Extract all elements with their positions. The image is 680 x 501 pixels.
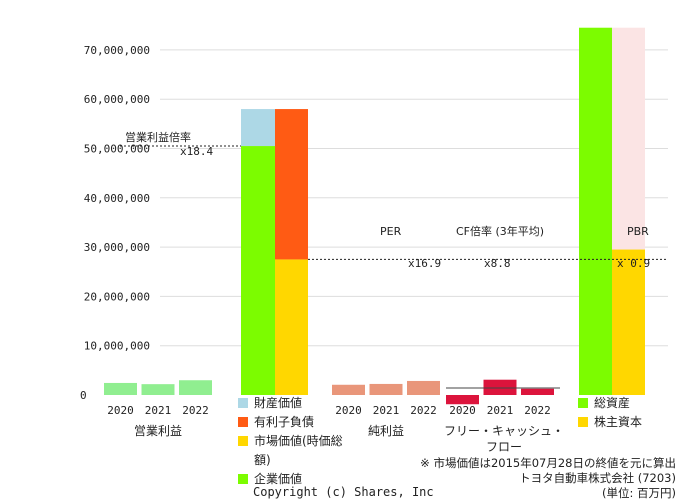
group-label: 純利益 [368, 424, 404, 438]
valuation-legend-item: 企業価値 [238, 470, 353, 489]
bar-market-value [275, 259, 308, 395]
legend-label: 企業価値 [254, 472, 303, 486]
valuation-legend-item: 財産価値 [238, 394, 353, 413]
legend-left: 財産価値有利子負債市場価値(時価総額) 企業価値 [238, 394, 353, 489]
y-tick-label: 40,000,000 [84, 192, 150, 205]
bar-interest-bearing-debt [275, 109, 308, 260]
x-tick-label: 2020 [107, 404, 134, 417]
op-multiple-value: x18.4 [180, 145, 213, 158]
legend-swatch [238, 417, 248, 427]
legend-swatch [238, 436, 248, 446]
x-tick-label: 2022 [410, 404, 437, 417]
group-label: フリー・キャッシュ・フロー [444, 424, 564, 454]
valuation-legend-item: 市場価値(時価総額) [238, 432, 353, 470]
y-tick-label: 20,000,000 [84, 290, 150, 303]
legend-swatch [578, 417, 588, 427]
footnote: ※ 市場価値は2015年07月28日の終値を元に算出 トヨタ自動車株式会社 (7… [420, 456, 676, 501]
legend-label: 財産価値 [254, 396, 303, 410]
x-tick-label: 2022 [524, 404, 551, 417]
legend-label: 有利子負債 [254, 415, 315, 429]
cf-multiple-label: CF倍率 (3年平均) [456, 224, 544, 238]
bar-1-2022 [407, 380, 440, 395]
bar-2-2022 [521, 388, 554, 395]
op-multiple-label: 営業利益倍率 [125, 130, 191, 144]
bars [104, 27, 668, 405]
bar-1-2021 [369, 383, 403, 395]
y-tick-label: 50,000,000 [84, 143, 150, 156]
y-tick-label: 0 [80, 389, 87, 402]
pbr-value: x 0.9 [617, 257, 650, 270]
bar-0-2020 [104, 382, 137, 395]
y-axis: 0 10,000,000 20,000,000 30,000,000 40,000,00… [80, 44, 150, 402]
pbr-label: PBR [627, 225, 649, 238]
bar-0-2022 [179, 380, 212, 395]
y-tick-label: 60,000,000 [84, 93, 150, 106]
group-label: 営業利益 [134, 424, 182, 438]
bar-equity [612, 249, 645, 395]
legend-swatch [578, 398, 588, 408]
footnote-line-3: (単位: 百万円) [601, 486, 676, 500]
per-label: PER [380, 225, 402, 238]
y-tick-label: 30,000,000 [84, 241, 150, 254]
x-tick-label: 2021 [373, 404, 400, 417]
legend-label: 総資産 [594, 396, 631, 410]
bar-total-assets [579, 27, 612, 396]
per-value: x16.9 [408, 257, 441, 270]
footnote-line-1: ※ 市場価値は2015年07月28日の終値を元に算出 [420, 456, 676, 470]
legend-swatch [238, 474, 248, 484]
legend-label: 株主資本 [594, 415, 643, 429]
legend-label: 市場価値(時価総額) [254, 434, 343, 467]
x-tick-label: 2021 [145, 404, 172, 417]
bar-business-assets [241, 109, 275, 147]
bar-0-2021 [141, 384, 175, 395]
copyright: Copyright (c) Shares, Inc [253, 485, 434, 499]
legend-right: 総資産 株主資本 [578, 394, 668, 432]
x-tick-label: 2021 [487, 404, 514, 417]
legend-swatch [238, 398, 248, 408]
cf-multiple-value: x8.8 [484, 257, 511, 270]
x-tick-label: 2020 [335, 404, 362, 417]
y-tick-label: 70,000,000 [84, 44, 150, 57]
bar-1-2020 [332, 384, 365, 395]
y-tick-label: 10,000,000 [84, 340, 150, 353]
bar-2-2020 [446, 395, 479, 405]
x-tick-label: 2022 [182, 404, 209, 417]
bar-enterprise-value [241, 146, 275, 395]
x-tick-label: 2020 [449, 404, 476, 417]
valuation-legend-item: 有利子負債 [238, 413, 353, 432]
balance-legend-item: 総資産 [578, 394, 668, 413]
footnote-line-2: トヨタ自動車株式会社 (7203) [519, 471, 676, 485]
balance-legend-item: 株主資本 [578, 413, 668, 432]
bar-2-2021 [483, 379, 517, 395]
